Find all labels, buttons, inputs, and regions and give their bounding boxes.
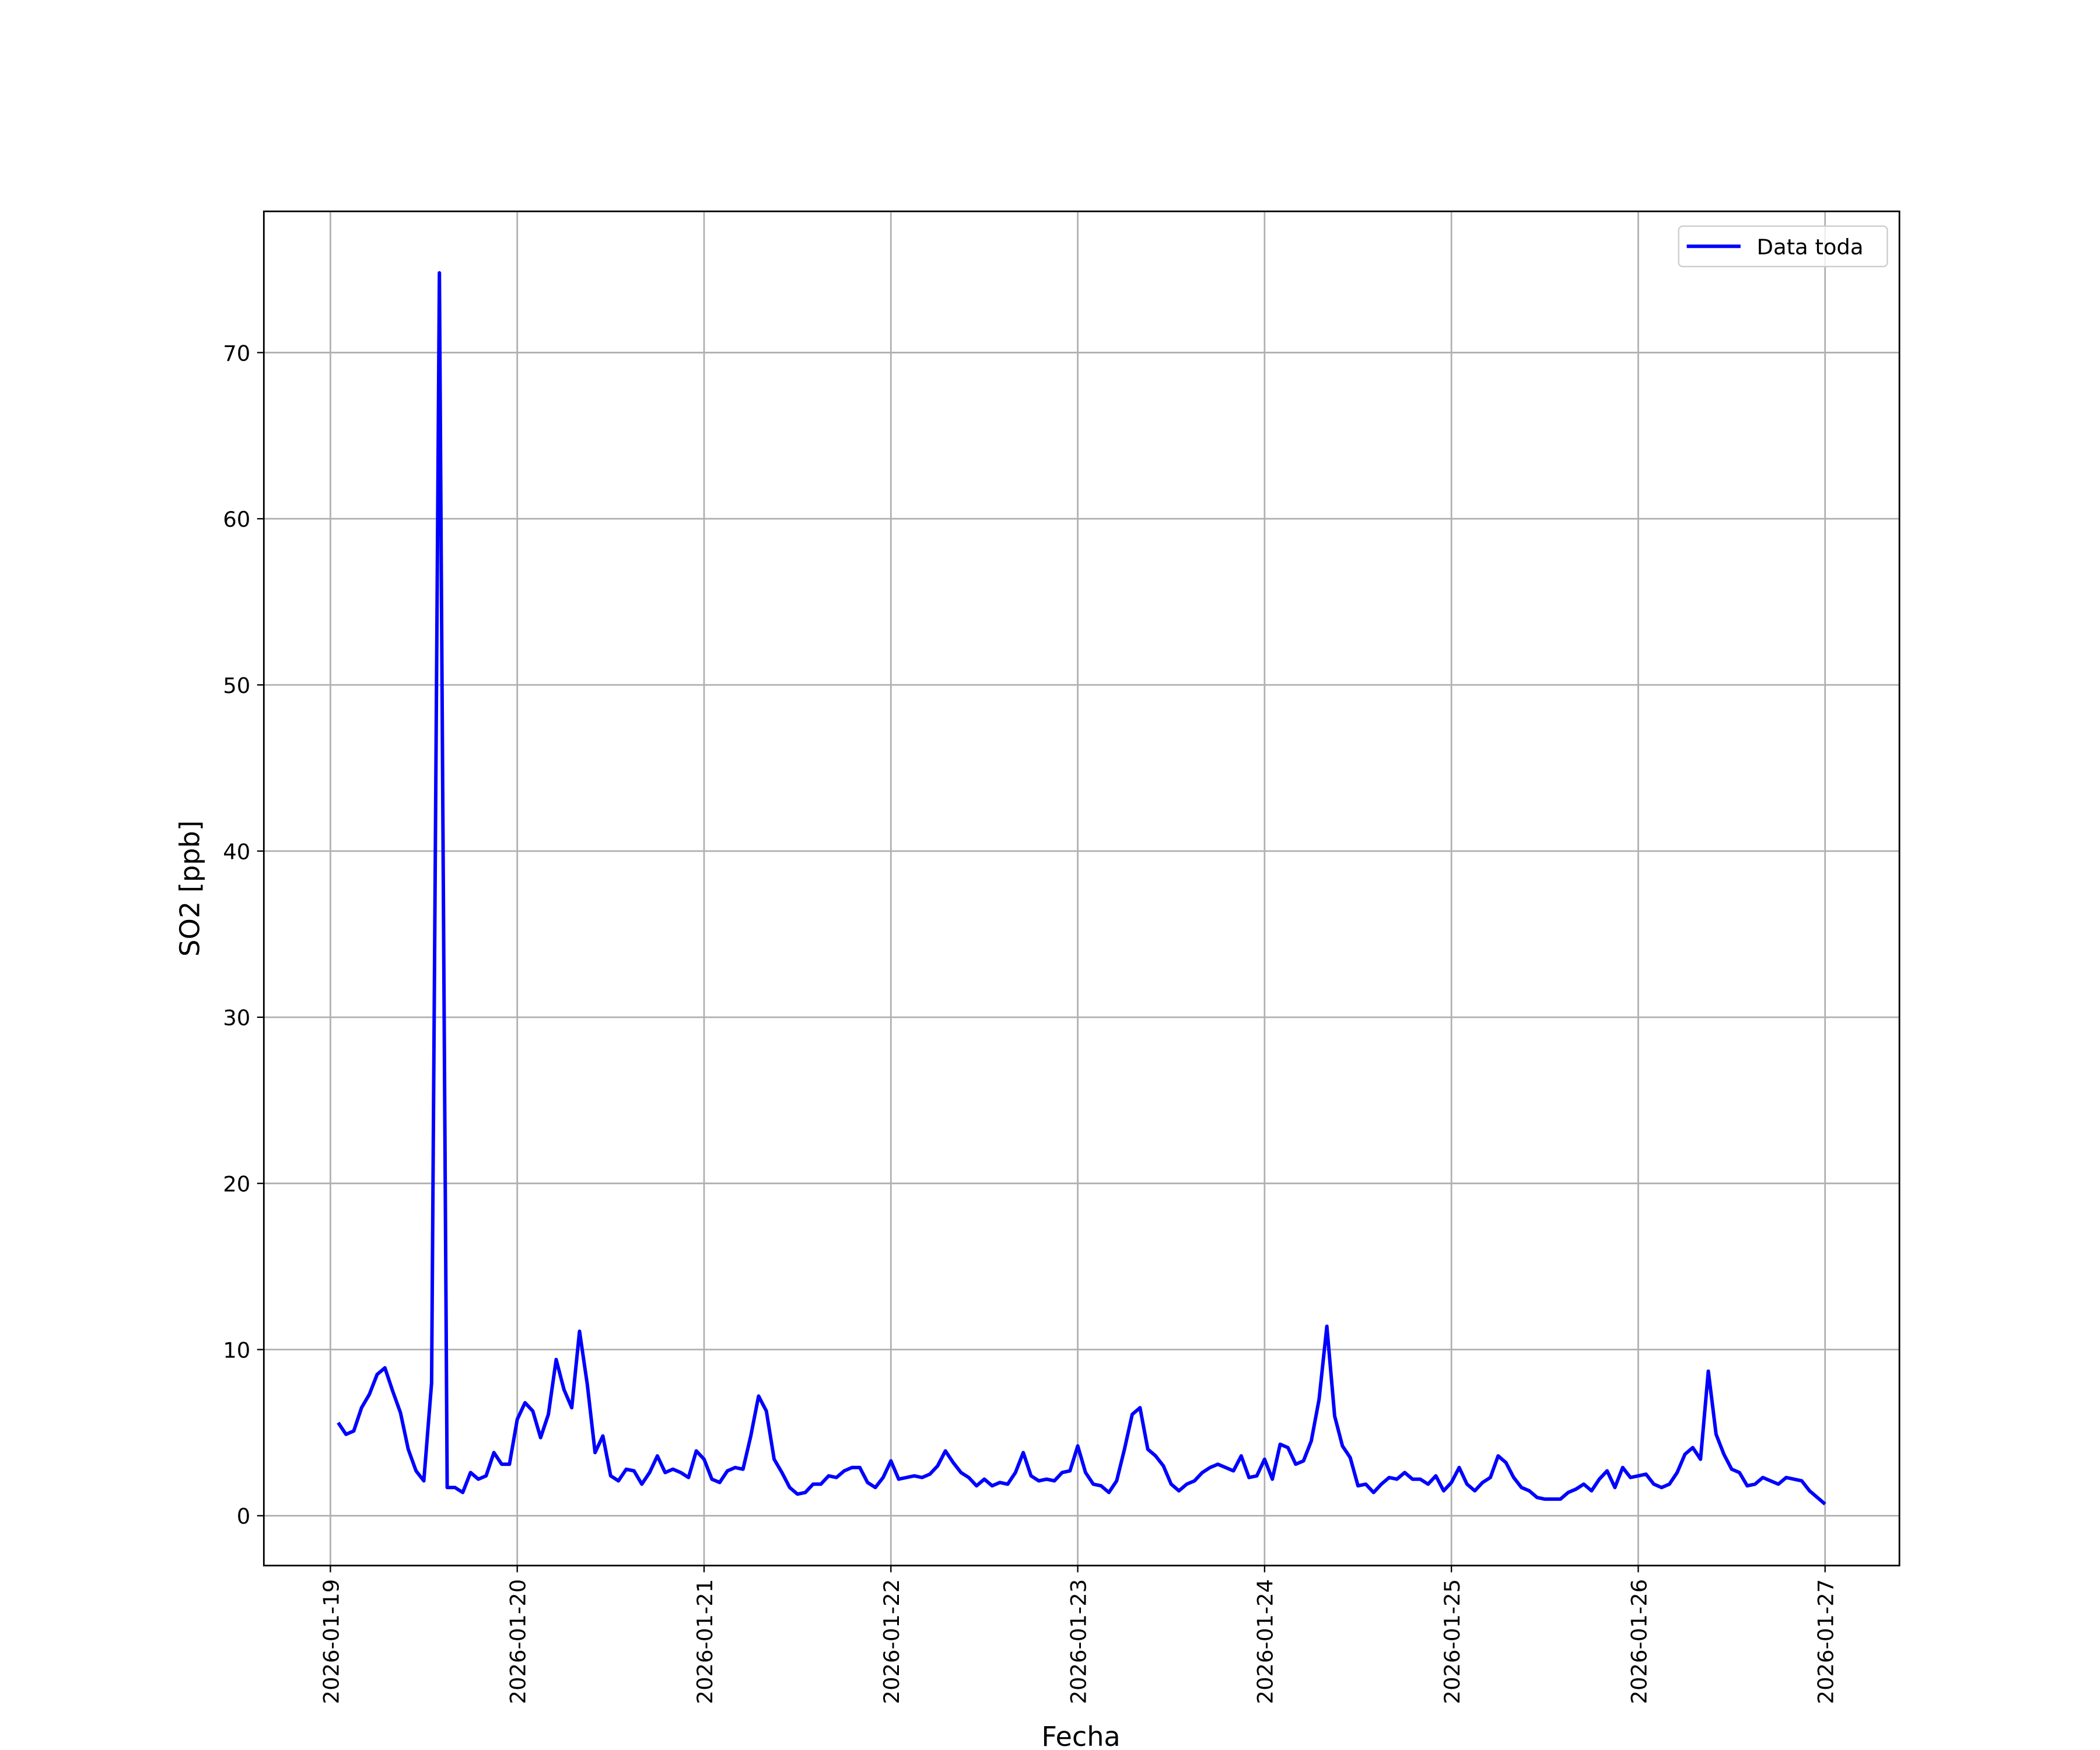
x-axis-label: Fecha [1041,1721,1120,1750]
y-tick-label: 50 [223,673,250,698]
x-tick-label: 2026-01-19 [318,1579,344,1704]
x-tick-label: 2026-01-22 [879,1579,904,1704]
legend-box [1678,225,1888,268]
x-tick-label: 2026-01-25 [1440,1579,1465,1704]
x-tick-label: 2026-01-23 [1066,1579,1091,1704]
y-tick-label: 70 [223,341,250,366]
y-axis-label: SO2 [ppb] [174,820,206,957]
x-tick-label: 2026-01-21 [692,1579,718,1704]
y-tick-label: 30 [223,1006,250,1031]
data-line [337,271,1826,1506]
y-tick-label: 0 [237,1504,250,1529]
y-tick-label: 40 [223,839,250,864]
y-tick-label: 20 [223,1172,250,1197]
y-tick-label: 60 [223,507,250,532]
y-tick-label: 10 [223,1338,250,1363]
x-tick-label: 2026-01-24 [1253,1579,1278,1704]
x-tick-label: 2026-01-20 [506,1579,531,1704]
plot-frame [262,210,1901,1567]
x-tick-label: 2026-01-26 [1626,1579,1651,1704]
x-tick-label: 2026-01-27 [1814,1579,1839,1704]
legend-label: Data toda [1757,235,1864,260]
